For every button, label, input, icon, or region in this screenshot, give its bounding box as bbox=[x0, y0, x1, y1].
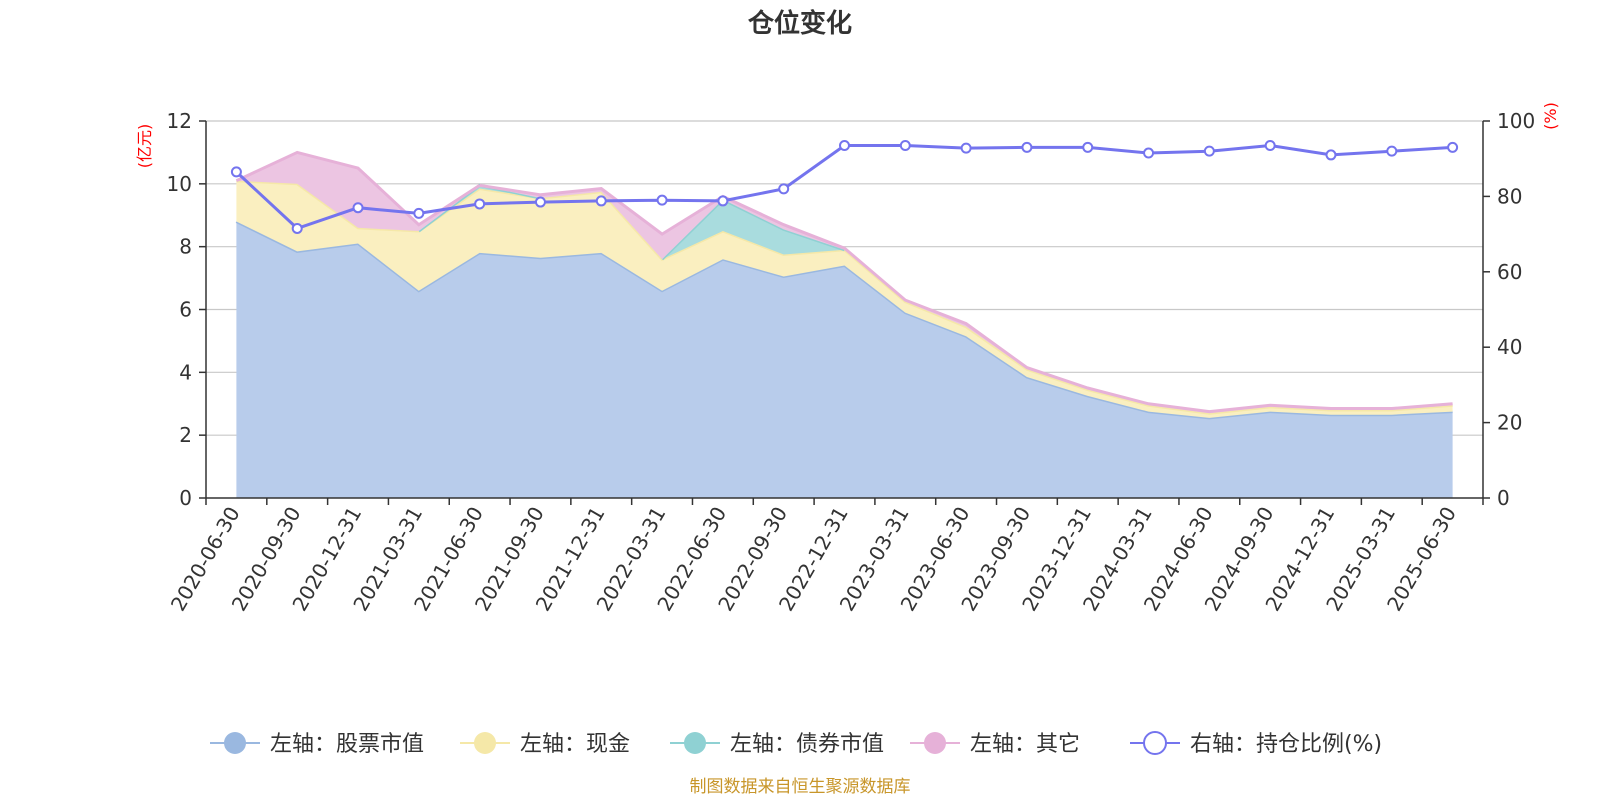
holding-ratio-point[interactable] bbox=[230, 166, 242, 178]
legend[interactable]: 左轴：股票市值 左轴：现金 左轴：债券市值 左轴：其它 右轴：持仓比例(%) bbox=[210, 731, 1382, 757]
holding-ratio-point[interactable] bbox=[291, 222, 303, 234]
holding-ratio-point[interactable] bbox=[595, 195, 607, 207]
holding-ratio-point[interactable] bbox=[1021, 141, 1033, 153]
legend-marker bbox=[474, 732, 496, 754]
holding-ratio-point[interactable] bbox=[717, 195, 729, 207]
right-tick-label: 40 bbox=[1497, 335, 1522, 359]
legend-marker bbox=[224, 732, 246, 754]
holding-ratio-point[interactable] bbox=[1386, 145, 1398, 157]
holding-ratio-line-group bbox=[230, 140, 1459, 234]
stacked-areas bbox=[235, 150, 1453, 498]
holding-ratio-point[interactable] bbox=[1264, 140, 1276, 152]
left-tick-label: 6 bbox=[179, 298, 192, 322]
legend-item[interactable]: 左轴：债券市值 bbox=[670, 732, 884, 757]
area-edge-line bbox=[479, 183, 1453, 414]
chart-title: 仓位变化 bbox=[747, 8, 852, 39]
left-tick-label: 10 bbox=[167, 172, 192, 196]
legend-label: 左轴：股票市值 bbox=[270, 732, 424, 757]
right-tick-label: 20 bbox=[1497, 411, 1522, 435]
legend-marker bbox=[924, 732, 946, 754]
legend-item[interactable]: 左轴：股票市值 bbox=[210, 732, 424, 757]
legend-label: 左轴：债券市值 bbox=[730, 732, 884, 757]
holding-ratio-point[interactable] bbox=[534, 196, 546, 208]
left-axis-unit: (亿元) bbox=[135, 124, 154, 169]
holding-ratio-point[interactable] bbox=[1203, 145, 1215, 157]
holding-ratio-point[interactable] bbox=[1143, 147, 1155, 159]
holding-ratio-point[interactable] bbox=[778, 183, 790, 195]
holding-ratio-point[interactable] bbox=[656, 194, 668, 206]
holding-ratio-point[interactable] bbox=[1082, 141, 1094, 153]
legend-label: 右轴：持仓比例(%) bbox=[1190, 732, 1382, 757]
data-source-note: 制图数据来自恒生聚源数据库 bbox=[690, 777, 911, 797]
area-bond bbox=[662, 199, 845, 260]
holding-ratio-point[interactable] bbox=[352, 202, 364, 214]
legend-item[interactable]: 左轴：其它 bbox=[910, 732, 1080, 757]
left-tick-label: 12 bbox=[167, 109, 192, 133]
holding-ratio-point[interactable] bbox=[899, 140, 911, 152]
left-tick-label: 2 bbox=[179, 423, 192, 447]
left-tick-label: 0 bbox=[179, 486, 192, 510]
legend-item[interactable]: 右轴：持仓比例(%) bbox=[1130, 731, 1382, 757]
holding-ratio-point[interactable] bbox=[413, 207, 425, 219]
area-stock bbox=[236, 221, 1453, 498]
holding-ratio-point[interactable] bbox=[960, 142, 972, 154]
legend-label: 左轴：其它 bbox=[970, 732, 1080, 757]
holding-ratio-point[interactable] bbox=[1447, 141, 1459, 153]
holding-ratio-point[interactable] bbox=[1325, 149, 1337, 161]
left-tick-label: 4 bbox=[179, 360, 192, 384]
right-tick-label: 60 bbox=[1497, 260, 1522, 284]
area-other bbox=[236, 152, 480, 231]
holding-ratio-point[interactable] bbox=[839, 140, 850, 152]
right-tick-label: 0 bbox=[1497, 486, 1510, 510]
right-axis-unit: (%) bbox=[1541, 102, 1560, 130]
area-cash bbox=[236, 180, 1453, 418]
legend-item[interactable]: 左轴：现金 bbox=[460, 732, 630, 757]
right-tick-label: 80 bbox=[1497, 184, 1522, 208]
legend-label: 左轴：现金 bbox=[520, 732, 630, 757]
right-tick-label: 100 bbox=[1497, 109, 1535, 133]
left-tick-label: 8 bbox=[179, 235, 192, 259]
holding-ratio-point[interactable] bbox=[474, 198, 486, 210]
legend-marker bbox=[684, 732, 706, 754]
legend-marker bbox=[1143, 731, 1167, 755]
